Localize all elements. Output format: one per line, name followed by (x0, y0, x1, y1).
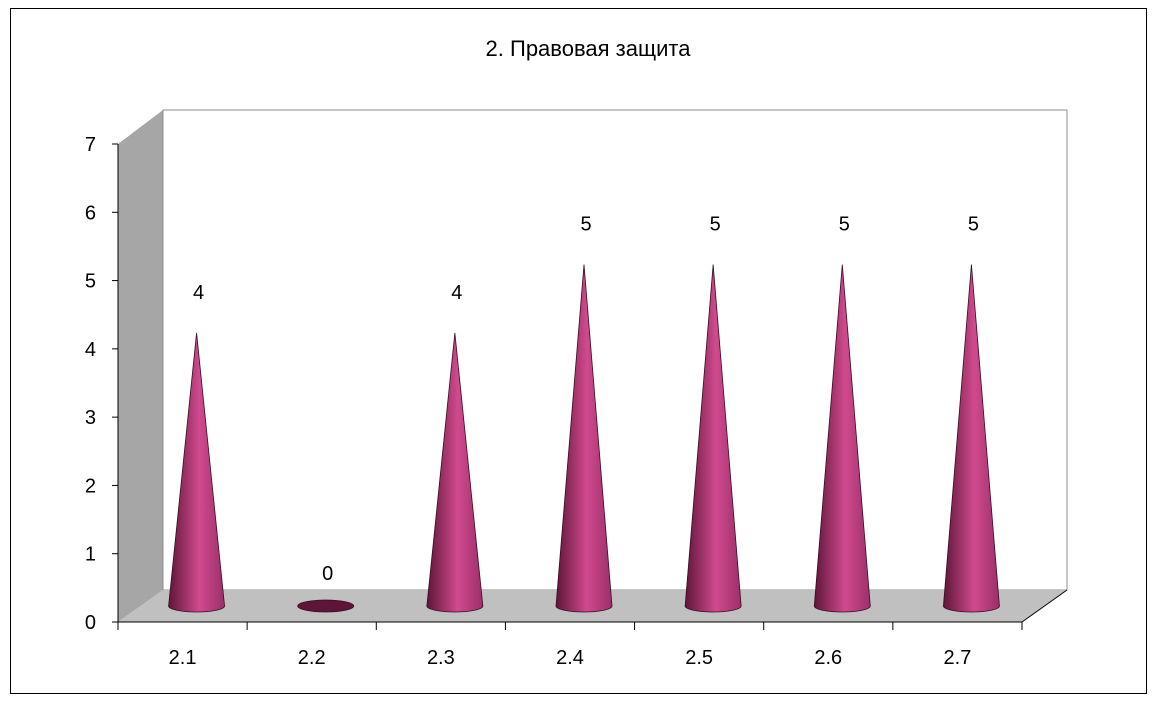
y-tick-label: 1 (85, 544, 96, 566)
y-tick-label: 5 (85, 271, 96, 293)
y-tick-label: 7 (85, 134, 96, 156)
x-tick-label: 2.1 (169, 647, 197, 669)
cone-bar (426, 332, 484, 613)
x-tick-label: 2.5 (685, 647, 713, 669)
x-tick-label: 2.4 (556, 647, 584, 669)
y-tick-label: 3 (85, 407, 96, 429)
cone-bar (168, 332, 225, 613)
x-tick-label: 2.2 (298, 647, 326, 669)
data-label: 4 (193, 282, 204, 304)
y-tick-label: 6 (85, 202, 96, 224)
y-tick-label: 2 (85, 475, 96, 497)
data-label: 5 (839, 214, 850, 236)
cone-bar (297, 599, 355, 613)
cone-bar (684, 264, 742, 613)
floor-edge (1021, 589, 1068, 623)
x-tick-label: 2.7 (944, 647, 972, 669)
y-tick-label: 4 (85, 339, 96, 361)
data-label: 5 (968, 214, 979, 236)
cone-bar (555, 264, 613, 613)
back-wall (162, 109, 1068, 591)
side-wall (118, 110, 163, 622)
data-label: 4 (451, 282, 462, 304)
data-label: 5 (710, 214, 721, 236)
y-tick-label: 0 (85, 612, 96, 634)
data-label: 0 (322, 563, 333, 585)
x-tick-label: 2.6 (814, 647, 842, 669)
data-label: 5 (580, 214, 591, 236)
chart-title: 2. Правовая защита (486, 36, 692, 61)
x-tick-label: 2.3 (427, 647, 455, 669)
cone-bar (813, 264, 871, 613)
cone-bar (943, 264, 1000, 613)
